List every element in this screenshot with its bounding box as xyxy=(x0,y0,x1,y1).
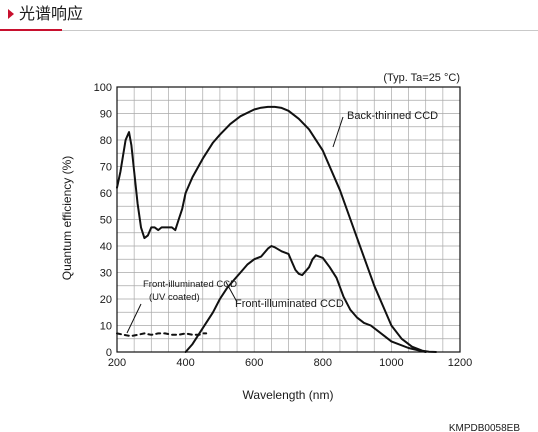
header-divider xyxy=(0,30,538,31)
figure-code: KMPDB0058EB xyxy=(449,423,520,432)
y-tick-label: 90 xyxy=(100,109,112,121)
tick-labels: 200 400 600 800 1000 1200 0 10 20 30 40 50 60 70 80 90 1… xyxy=(94,82,473,369)
plot-area-border xyxy=(116,86,461,353)
x-tick-label: 1000 xyxy=(379,357,403,369)
y-tick-label: 100 xyxy=(94,82,112,94)
grid xyxy=(117,87,460,352)
back-thinned-label: Back-thinned CCD xyxy=(347,110,438,122)
y-tick-label: 70 xyxy=(100,162,112,174)
series-line-front-illuminated xyxy=(184,245,427,353)
y-axis-title: Quantum efficiency (%) xyxy=(60,156,74,281)
annotations: Back-thinned CCD Front-illuminated CCD F… xyxy=(126,110,438,334)
series-line-back-thinned xyxy=(116,105,437,353)
x-tick-label: 200 xyxy=(108,357,126,369)
section-title: 光谱响应 xyxy=(19,4,84,23)
x-tick-label: 600 xyxy=(245,357,263,369)
uv-coated-label-line2: (UV coated) xyxy=(149,292,200,303)
y-tick-label: 50 xyxy=(100,215,112,227)
series-group xyxy=(116,105,437,353)
y-tick-label: 0 xyxy=(106,347,112,359)
y-tick-label: 30 xyxy=(100,268,112,280)
x-tick-label: 400 xyxy=(176,357,194,369)
x-tick-label: 800 xyxy=(314,357,332,369)
y-tick-label: 20 xyxy=(100,294,112,306)
section-header: 光谱响应 xyxy=(0,0,538,34)
triangle-bullet-icon xyxy=(8,9,14,19)
y-tick-label: 10 xyxy=(100,321,112,333)
y-tick-label: 40 xyxy=(100,241,112,253)
x-tick-label: 1200 xyxy=(448,357,472,369)
front-illuminated-label: Front-illuminated CCD xyxy=(235,298,344,310)
uv-coated-leader xyxy=(126,303,142,334)
y-tick-label: 80 xyxy=(100,135,112,147)
y-tick-label: 60 xyxy=(100,188,112,200)
back-thinned-leader xyxy=(332,116,344,148)
x-axis-title: Wavelength (nm) xyxy=(243,388,334,402)
plot-frame xyxy=(116,86,461,353)
uv-coated-label-line1: Front-illuminated CCD xyxy=(143,279,237,290)
series-line-front-illuminated-uv xyxy=(116,332,208,338)
front-illuminated-leader xyxy=(225,281,238,303)
header-accent-bar xyxy=(0,29,62,31)
typ-note: (Typ. Ta=25 °C) xyxy=(383,72,460,84)
